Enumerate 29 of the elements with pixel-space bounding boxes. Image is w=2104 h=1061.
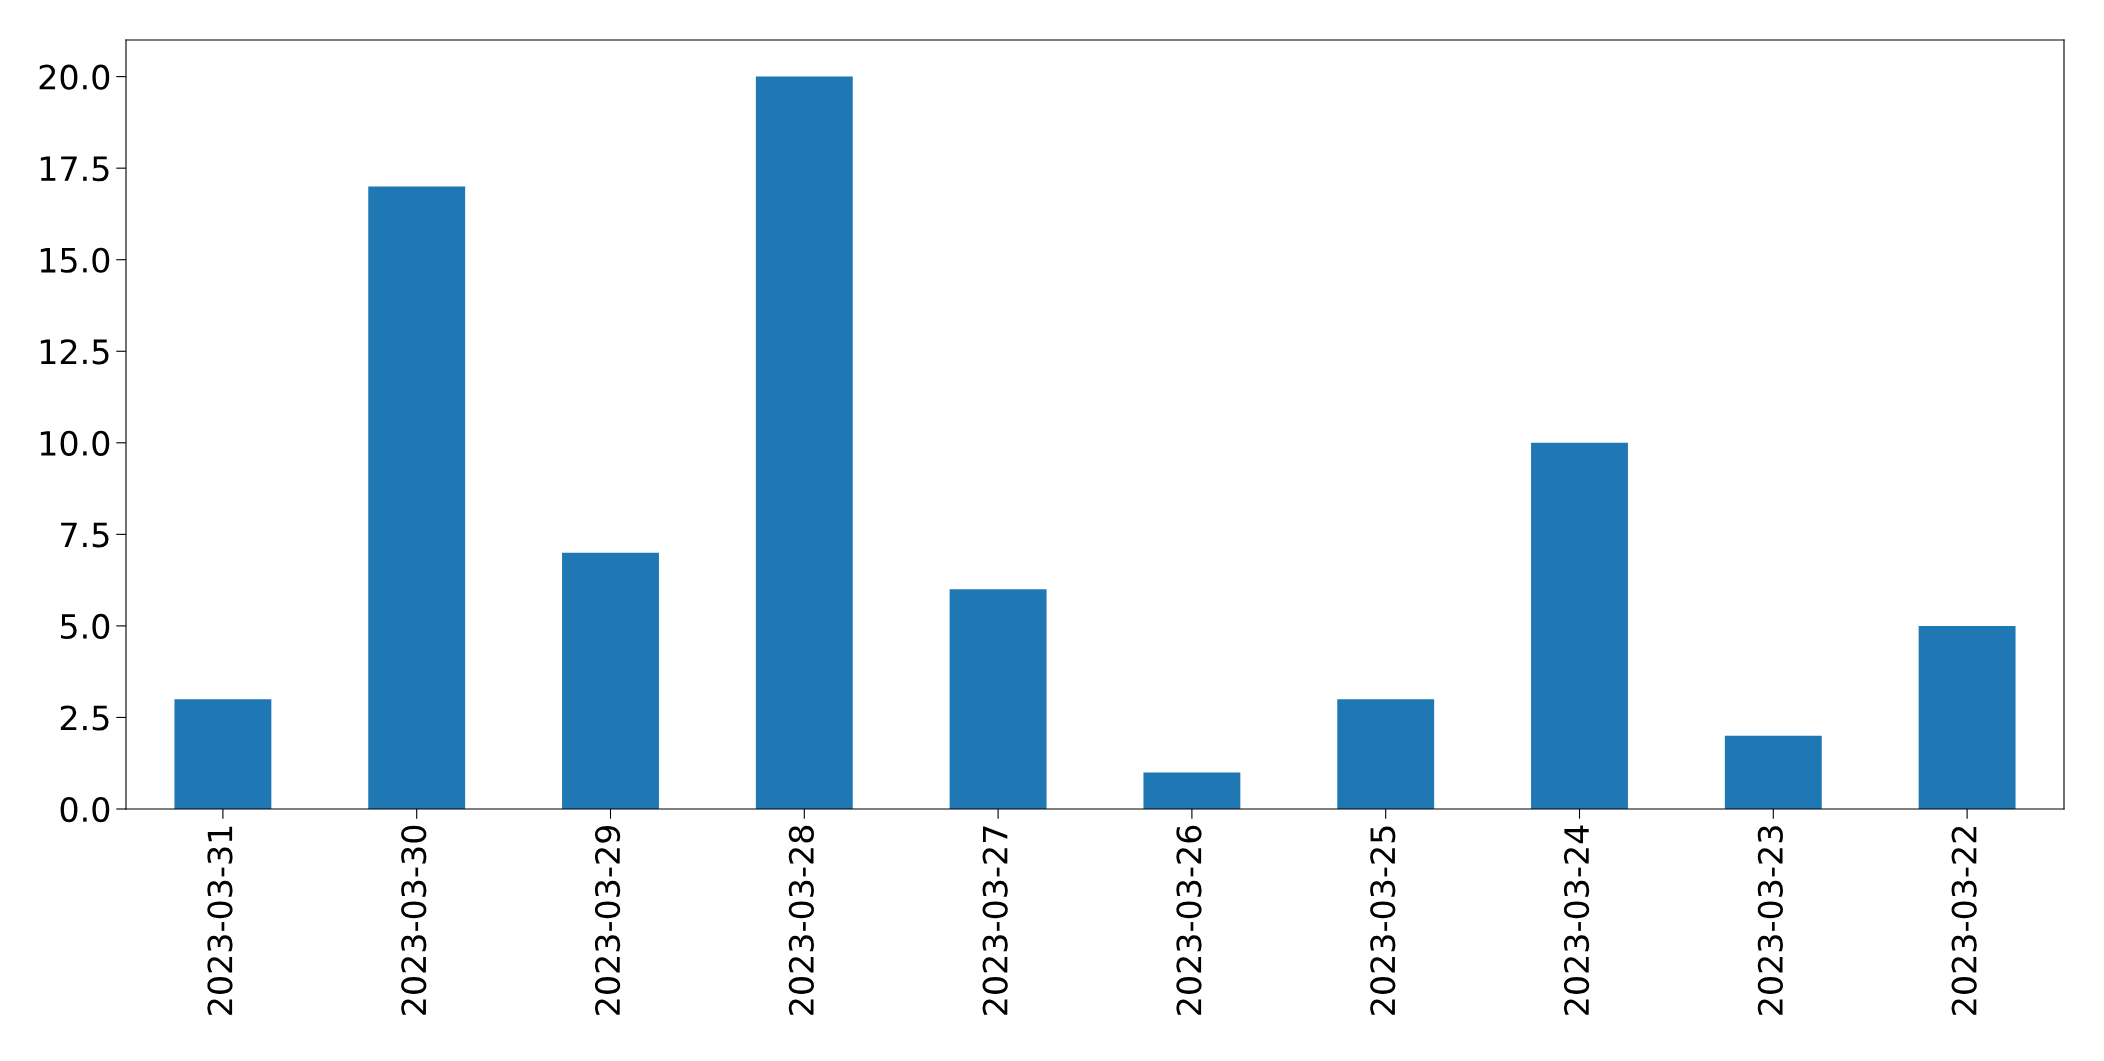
x-tick-label: 2023-03-25 [1370,826,1396,1015]
x-tick-label: 2023-03-24 [1563,825,1590,1015]
x-tick-label: 2023-03-30 [401,825,427,1015]
y-tick-label: 0.0 [60,796,110,823]
x-tick-label: 2023-03-26 [1176,825,1202,1015]
bar [1918,625,2016,809]
y-tick-label: 10.0 [40,430,110,456]
x-tick-label: 2023-03-31 [207,826,233,1015]
bar [1724,735,1822,809]
bar [1143,772,1241,809]
x-tick-label: 2023-03-29 [594,825,621,1015]
y-tick-label: 7.5 [61,522,109,548]
bar [1531,442,1628,809]
bar [562,552,659,809]
y-tick-label: 2.5 [60,705,109,731]
bar [949,589,1047,809]
x-tick-label: 2023-03-27 [982,826,1008,1015]
bar [755,76,853,809]
y-tick-label: 5.0 [60,613,110,640]
y-tick-label: 12.5 [40,339,109,365]
y-tick-label: 20.0 [39,64,110,90]
bar [174,699,272,809]
x-tick-label: 2023-03-23 [1757,826,1783,1015]
y-tick-label: 17.5 [40,156,109,182]
x-tick-label: 2023-03-28 [788,825,814,1015]
bar [1337,699,1435,809]
bar [368,186,466,809]
x-tick-label: 2023-03-22 [1951,826,1977,1015]
y-tick-label: 15.0 [40,247,110,273]
